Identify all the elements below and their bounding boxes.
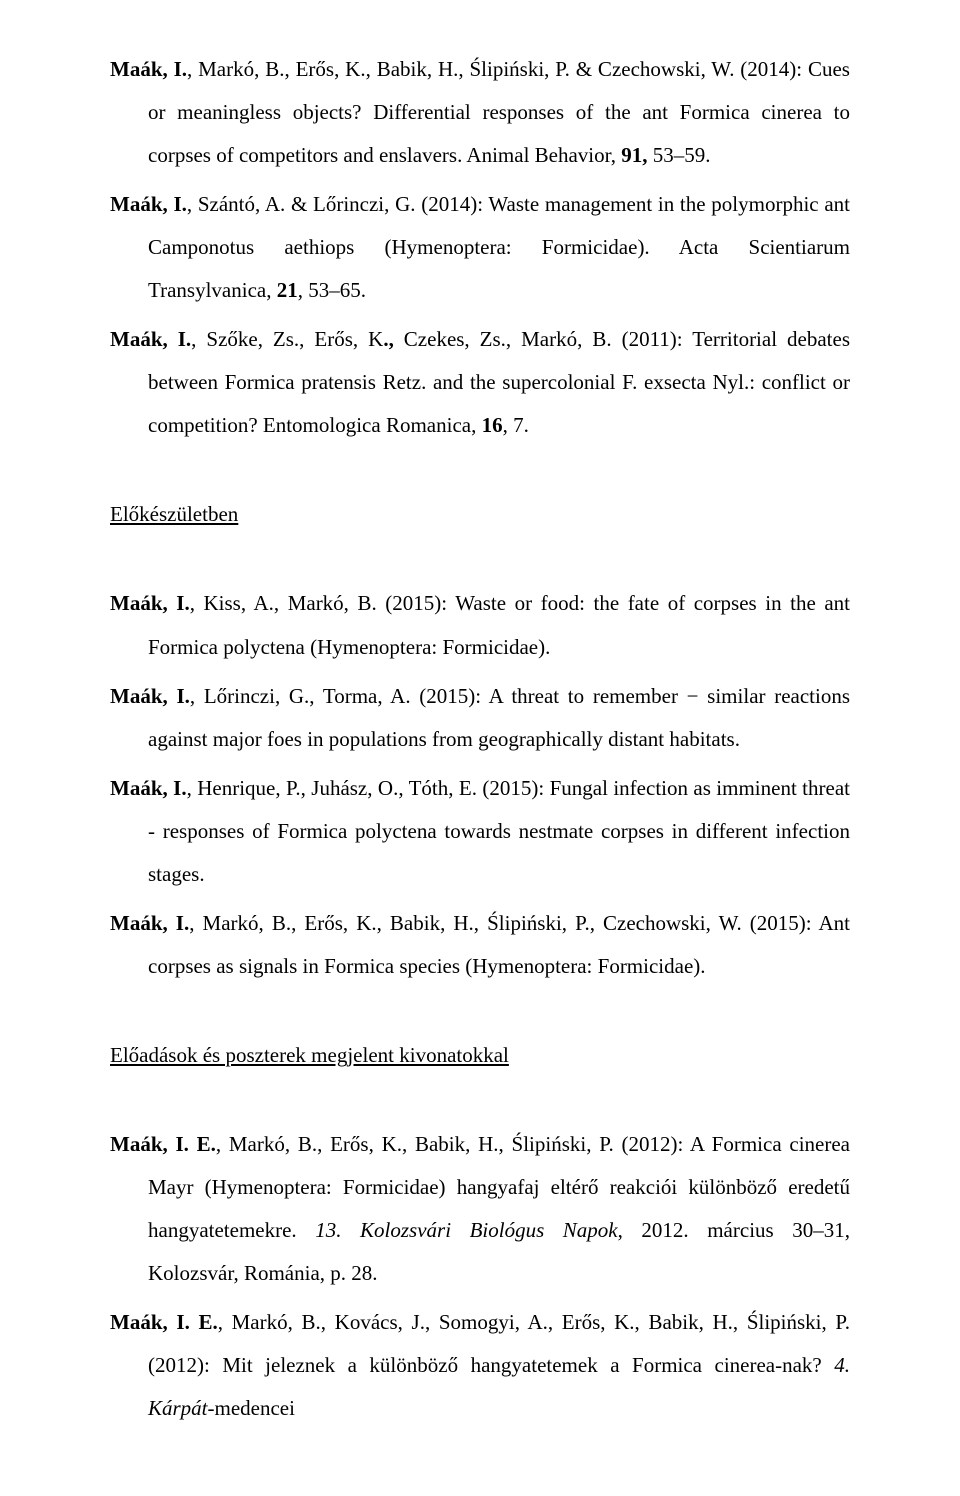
volume-bold: 16 xyxy=(482,413,503,437)
ref-text: , Markó, B., Erős, K., Babik, H., Ślipiń… xyxy=(148,911,850,978)
reference-entry: Maák, I. E., Markó, B., Erős, K., Babik,… xyxy=(110,1123,850,1295)
volume-bold: 91, xyxy=(621,143,653,167)
ref-text: , 7. xyxy=(503,413,529,437)
author-bold: Maák, I. E. xyxy=(110,1132,216,1156)
ref-text: , Szőke, Zs., Erős, K xyxy=(191,327,383,351)
ref-text: 53–59. xyxy=(653,143,711,167)
author-bold: Maák, I. xyxy=(110,776,187,800)
volume-bold: 21 xyxy=(277,278,298,302)
ref-text: , 53–65. xyxy=(298,278,366,302)
author-bold: Maák, I. E. xyxy=(110,1310,218,1334)
author-bold: Maák, I. xyxy=(110,327,191,351)
punct-bold: ., xyxy=(383,327,394,351)
author-bold: Maák, I. xyxy=(110,192,187,216)
reference-entry: Maák, I., Markó, B., Erős, K., Babik, H.… xyxy=(110,902,850,988)
reference-entry: Maák, I., Szántó, A. & Lőrinczi, G. (201… xyxy=(110,183,850,312)
ref-text: , Henrique, P., Juhász, O., Tóth, E. (20… xyxy=(148,776,850,886)
reference-entry: Maák, I., Markó, B., Erős, K., Babik, H.… xyxy=(110,48,850,177)
ref-text: , Lőrinczi, G., Torma, A. (2015): A thre… xyxy=(148,684,850,751)
reference-entry: Maák, I., Lőrinczi, G., Torma, A. (2015)… xyxy=(110,675,850,761)
author-bold: Maák, I. xyxy=(110,57,187,81)
ref-text: , Szántó, A. & Lőrinczi, G. (2014): Wast… xyxy=(148,192,850,302)
ref-text: , Markó, B., Erős, K., Babik, H., Ślipiń… xyxy=(148,57,850,167)
author-bold: Maák, I. xyxy=(110,591,190,615)
reference-entry: Maák, I., Henrique, P., Juhász, O., Tóth… xyxy=(110,767,850,896)
section-heading: Előkészületben xyxy=(110,493,850,536)
reference-entry: Maák, I., Kiss, A., Markó, B. (2015): Wa… xyxy=(110,582,850,668)
ref-italic: 13. Kolozsvári Biológus Napok xyxy=(315,1218,617,1242)
document-page: Maák, I., Markó, B., Erős, K., Babik, H.… xyxy=(0,0,960,1496)
reference-entry: Maák, I. E., Markó, B., Kovács, J., Somo… xyxy=(110,1301,850,1430)
author-bold: Maák, I. xyxy=(110,911,189,935)
author-bold: Maák, I. xyxy=(110,684,190,708)
section-heading: Előadások és poszterek megjelent kivonat… xyxy=(110,1034,850,1077)
ref-text: , Kiss, A., Markó, B. (2015): Waste or f… xyxy=(148,591,850,658)
reference-entry: Maák, I., Szőke, Zs., Erős, K., Czekes, … xyxy=(110,318,850,447)
ref-text: , Markó, B., Kovács, J., Somogyi, A., Er… xyxy=(148,1310,850,1377)
